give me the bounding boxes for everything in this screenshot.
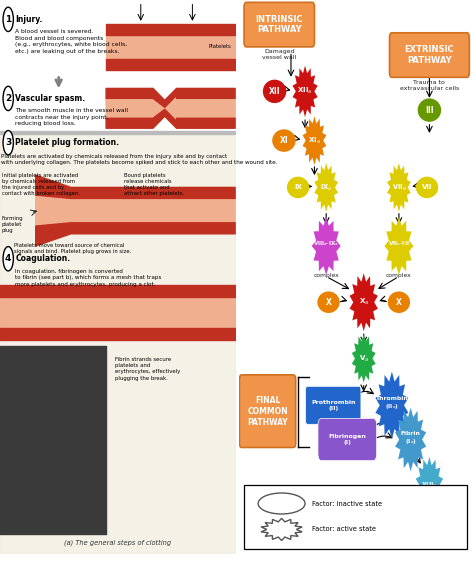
Text: V$_a$: V$_a$ — [359, 353, 369, 364]
FancyBboxPatch shape — [318, 418, 377, 461]
Text: XII: XII — [269, 87, 281, 96]
Text: 3: 3 — [5, 138, 11, 147]
Text: Prothrombin
(II): Prothrombin (II) — [311, 400, 356, 411]
Polygon shape — [416, 457, 443, 513]
Text: Thrombin
(II$_a$): Thrombin (II$_a$) — [375, 396, 408, 412]
Ellipse shape — [272, 129, 296, 152]
Polygon shape — [261, 518, 302, 540]
Text: 4: 4 — [5, 254, 11, 263]
Text: 1: 1 — [5, 15, 11, 24]
Text: Cross-linked
fibrin clot: Cross-linked fibrin clot — [411, 527, 448, 538]
Text: Fibrin
(I$_a$): Fibrin (I$_a$) — [401, 430, 420, 446]
Text: Platelets move toward source of chemical
signals and bind. Platelet plug grows i: Platelets move toward source of chemical… — [14, 243, 131, 254]
Ellipse shape — [388, 291, 410, 313]
Text: VII$_a$: VII$_a$ — [392, 182, 406, 193]
Text: VII: VII — [422, 185, 432, 190]
Text: IX$_a$: IX$_a$ — [320, 182, 332, 193]
Text: XI$_a$: XI$_a$ — [308, 136, 321, 146]
Text: VII$_a$·III: VII$_a$·III — [388, 239, 410, 248]
Text: XI: XI — [280, 136, 288, 145]
Text: INTRINSIC
PATHWAY: INTRINSIC PATHWAY — [255, 15, 303, 34]
Text: A blood vessel is severed.
Blood and blood components
(e.g., erythrocytes, white: A blood vessel is severed. Blood and blo… — [15, 29, 128, 54]
Circle shape — [3, 86, 13, 111]
Circle shape — [3, 131, 13, 155]
Ellipse shape — [418, 99, 441, 122]
Polygon shape — [302, 116, 326, 165]
Text: complex: complex — [386, 272, 412, 278]
Polygon shape — [349, 273, 378, 331]
Text: Damaged
vessel wall: Damaged vessel wall — [262, 49, 296, 60]
Circle shape — [3, 7, 13, 31]
Text: Coagulation.: Coagulation. — [15, 254, 70, 263]
Text: Factor: active state: Factor: active state — [312, 527, 376, 532]
Text: Platelets: Platelets — [208, 44, 231, 50]
Ellipse shape — [287, 177, 309, 198]
Text: X$_a$: X$_a$ — [359, 297, 369, 307]
Text: Initial platelets are activated
by chemicals released from
the injured cells and: Initial platelets are activated by chemi… — [2, 173, 81, 196]
Polygon shape — [314, 163, 338, 212]
Text: 2: 2 — [5, 94, 11, 103]
Text: III: III — [425, 105, 434, 115]
Ellipse shape — [318, 291, 340, 313]
Text: Vascular spasm.: Vascular spasm. — [15, 94, 85, 103]
Polygon shape — [384, 217, 413, 275]
FancyBboxPatch shape — [306, 386, 361, 424]
Polygon shape — [352, 334, 375, 383]
Text: Factor: inactive state: Factor: inactive state — [312, 500, 382, 507]
FancyBboxPatch shape — [244, 2, 314, 47]
Text: Injury.: Injury. — [15, 15, 43, 24]
FancyBboxPatch shape — [239, 375, 296, 447]
Ellipse shape — [258, 493, 305, 514]
FancyBboxPatch shape — [244, 485, 467, 549]
Text: EXTRINSIC
PATHWAY: EXTRINSIC PATHWAY — [405, 46, 454, 65]
Polygon shape — [311, 217, 341, 275]
FancyBboxPatch shape — [390, 33, 469, 78]
Circle shape — [3, 247, 13, 271]
Text: In coagulation, fibrinogen is converted
to fibrin (see part b), which forms a me: In coagulation, fibrinogen is converted … — [15, 269, 162, 287]
Text: Platelets are activated by chemicals released from the injury site and by contac: Platelets are activated by chemicals rel… — [1, 154, 278, 165]
Polygon shape — [395, 408, 426, 471]
Polygon shape — [375, 372, 408, 439]
Text: Platelet plug formation.: Platelet plug formation. — [15, 138, 119, 147]
Text: X: X — [396, 298, 402, 307]
Text: Fibrinogen
(I): Fibrinogen (I) — [328, 434, 366, 445]
Polygon shape — [292, 66, 318, 117]
Text: complex: complex — [313, 272, 339, 278]
Text: FINAL
COMMON
PATHWAY: FINAL COMMON PATHWAY — [247, 396, 288, 427]
Text: (a) The general steps of clotting: (a) The general steps of clotting — [64, 540, 171, 546]
Polygon shape — [387, 163, 411, 212]
Text: Bound platelets
release chemicals
that activate and
attract other platelets.: Bound platelets release chemicals that a… — [124, 173, 184, 196]
Text: IX: IX — [294, 185, 302, 190]
Text: VIII$_a$·IX$_a$: VIII$_a$·IX$_a$ — [313, 239, 339, 248]
Text: Forming
platelet
plug: Forming platelet plug — [1, 215, 23, 233]
Text: (b) Fibrin synthesis cascade: (b) Fibrin synthesis cascade — [310, 542, 403, 548]
Text: The smooth muscle in the vessel wall
contracts near the injury point,
reducing b: The smooth muscle in the vessel wall con… — [15, 108, 128, 126]
Text: Fibrin strands secure
platelets and
erythrocytes, effectively
plugging the break: Fibrin strands secure platelets and eryt… — [115, 357, 180, 381]
Text: X: X — [326, 298, 331, 307]
Text: XII$_a$: XII$_a$ — [297, 86, 313, 96]
Ellipse shape — [263, 80, 286, 103]
Text: Trauma to
extravascular cells: Trauma to extravascular cells — [400, 80, 459, 91]
Text: XIII$_a$: XIII$_a$ — [421, 481, 438, 490]
Ellipse shape — [416, 177, 438, 198]
